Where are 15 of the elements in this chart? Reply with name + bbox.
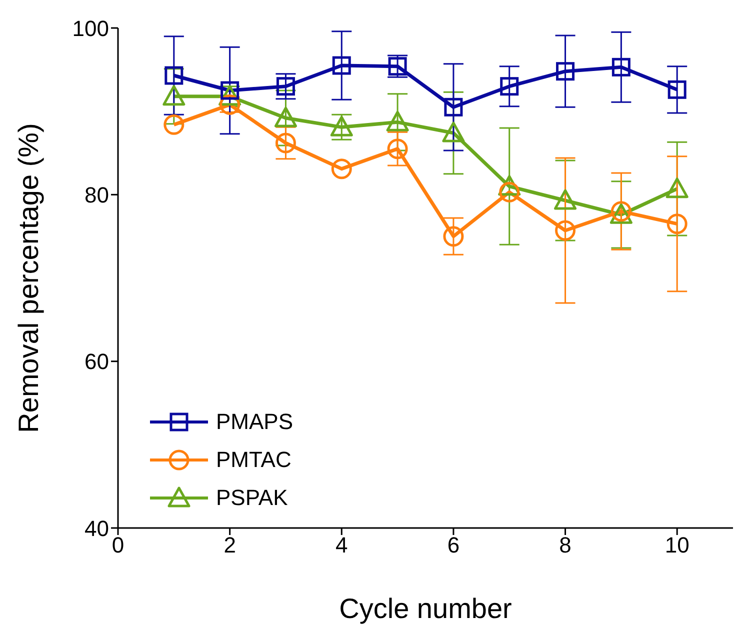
x-tick-label: 4 (336, 532, 348, 558)
legend-label: PSPAK (216, 485, 288, 511)
x-tick-label: 0 (112, 532, 124, 558)
y-tick-label: 100 (72, 16, 109, 41)
x-tick-label: 8 (559, 532, 572, 558)
x-axis-title: Cycle number (339, 593, 512, 624)
x-tick-label: 2 (224, 532, 236, 558)
y-axis-title: Removal percentage (%) (12, 123, 44, 433)
legend-label: PMTAC (216, 447, 292, 473)
y-tick-label: 40 (84, 516, 109, 541)
x-tick-label: 6 (447, 532, 460, 558)
legend-label: PMAPS (216, 409, 294, 435)
x-tick-label: 10 (664, 532, 690, 558)
y-tick-label: 60 (84, 349, 109, 374)
y-tick-label: 80 (84, 182, 109, 208)
